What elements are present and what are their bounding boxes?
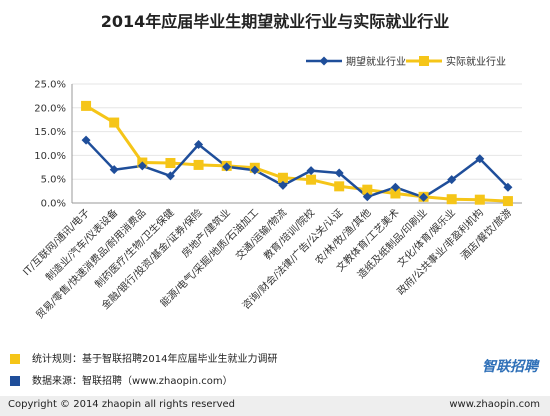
data-point-actual [306, 174, 317, 185]
data-point-actual [362, 184, 373, 195]
footnote-rule: 统计规则：基于智联招聘2014年应届毕业生就业力调研 [10, 349, 277, 371]
data-point-expected [334, 168, 344, 178]
y-tick-label: 10.0% [34, 151, 66, 162]
legend: 期望就业行业 实际就业行业 [306, 55, 506, 68]
data-point-actual [502, 196, 513, 207]
footnote-source: 数据来源：智联招聘（www.zhaopin.com） [10, 371, 277, 393]
y-tick-label: 25.0% [34, 80, 66, 91]
legend-marker [419, 56, 429, 66]
data-point-actual [109, 117, 120, 128]
data-point-expected [81, 135, 91, 145]
data-point-actual [334, 181, 345, 192]
copyright-text: Copyright © 2014 zhaopin all rights rese… [8, 399, 236, 410]
data-point-actual [390, 188, 401, 199]
data-point-actual [81, 100, 92, 111]
site-url[interactable]: www.zhaopin.com [449, 399, 540, 410]
data-point-expected [306, 166, 316, 176]
footnote-rule-text: 统计规则：基于智联招聘2014年应届毕业生就业力调研 [32, 354, 278, 365]
data-point-expected [109, 165, 119, 175]
data-point-actual [193, 159, 204, 170]
data-point-actual [165, 158, 176, 169]
y-tick-label: 20.0% [34, 103, 66, 114]
legend-label: 期望就业行业 [346, 55, 406, 68]
x-tick-label: 贸易/零售/快速消费品/耐用消费品 [33, 206, 148, 321]
legend-marker [319, 56, 329, 66]
chart-title: 2014年应届毕业生期望就业行业与实际就业行业 [100, 12, 450, 31]
y-tick-label: 0.0% [41, 199, 66, 210]
y-tick-label: 15.0% [34, 127, 66, 138]
data-point-expected [390, 182, 400, 192]
footnotes: 统计规则：基于智联招聘2014年应届毕业生就业力调研 数据来源：智联招聘（www… [10, 349, 277, 393]
series-lines [85, 104, 509, 203]
footnote-source-text: 数据来源：智联招聘（www.zhaopin.com） [32, 376, 233, 387]
data-point-actual [474, 194, 485, 205]
data-point-expected [278, 180, 288, 190]
data-point-actual [446, 194, 457, 205]
data-point-expected [362, 192, 372, 202]
data-point-expected [503, 182, 513, 192]
series-markers [81, 100, 513, 207]
line-chart: 0.0% 5.0% 10.0% 15.0% 20.0% 25.0% IT/互联网/通讯/电… [20, 55, 522, 321]
data-point-expected [222, 162, 232, 172]
zhaopin-logo: 智联招聘 [482, 359, 538, 375]
x-tick-label: 房地产/建筑业 [179, 206, 233, 260]
data-point-expected [419, 192, 429, 202]
data-point-expected [165, 171, 175, 181]
data-point-expected [137, 161, 147, 171]
y-tick-labels: 0.0% 5.0% 10.0% 15.0% 20.0% 25.0% [34, 80, 66, 210]
legend-label: 实际就业行业 [446, 55, 506, 68]
footnote-swatch-yellow [10, 354, 20, 364]
footnote-swatch-blue [10, 376, 20, 386]
data-point-actual [277, 172, 288, 183]
data-point-expected [447, 175, 457, 185]
y-tick-label: 5.0% [41, 175, 66, 186]
data-point-expected [250, 165, 260, 175]
data-point-expected [194, 139, 204, 149]
gridlines [72, 83, 522, 204]
series-line-expected [85, 139, 509, 199]
series-line-actual [85, 104, 508, 203]
footer-bar: Copyright © 2014 zhaopin all rights rese… [0, 396, 550, 416]
x-tick-labels: IT/互联网/通讯/电子制造业/汽车/仪表设备贸易/零售/快速消费品/耐用消费品… [20, 206, 514, 321]
data-point-expected [475, 154, 485, 164]
